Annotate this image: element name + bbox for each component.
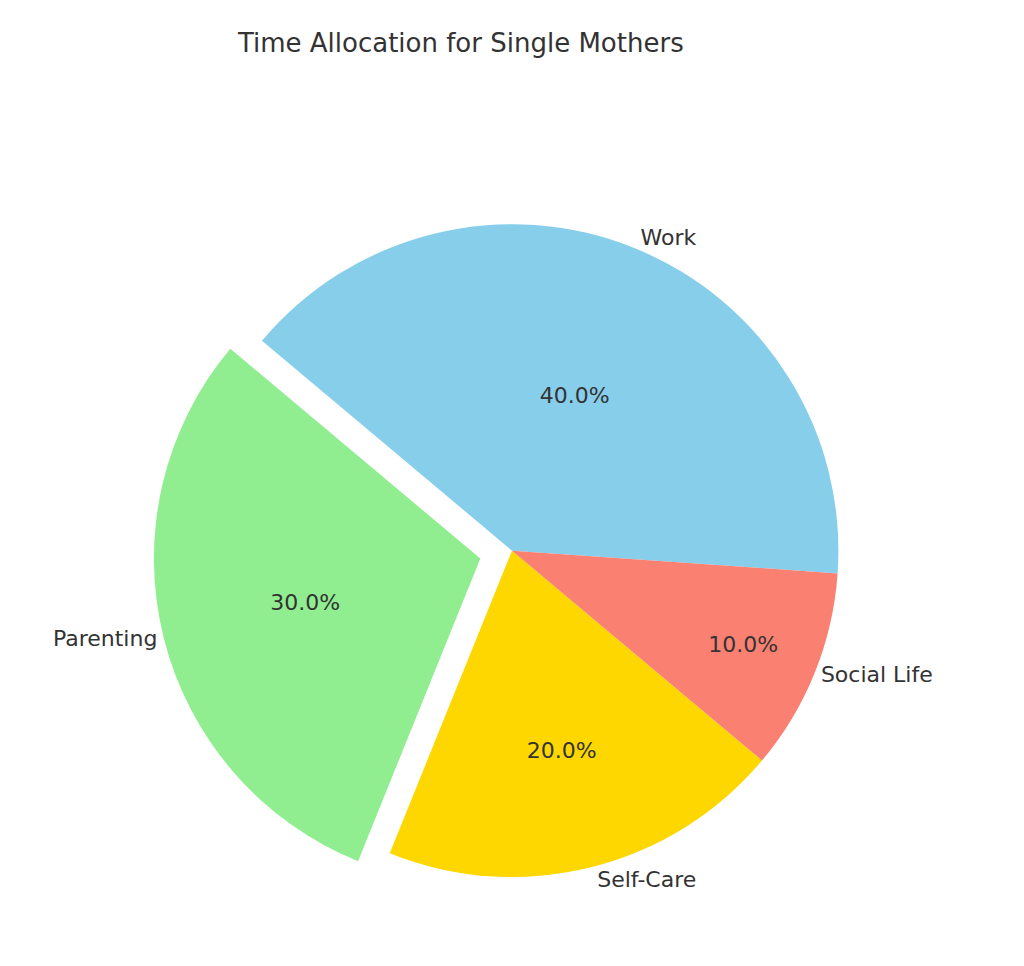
svg-text:Self-Care: Self-Care (597, 867, 696, 892)
svg-text:20.0%: 20.0% (527, 738, 597, 763)
svg-text:Parenting: Parenting (53, 626, 157, 651)
svg-text:Social Life: Social Life (821, 662, 933, 687)
svg-text:40.0%: 40.0% (540, 383, 610, 408)
svg-text:30.0%: 30.0% (270, 590, 340, 615)
svg-text:10.0%: 10.0% (708, 632, 778, 657)
svg-text:Time Allocation for Single Mot: Time Allocation for Single Mothers (237, 28, 684, 58)
svg-text:Work: Work (641, 225, 697, 250)
